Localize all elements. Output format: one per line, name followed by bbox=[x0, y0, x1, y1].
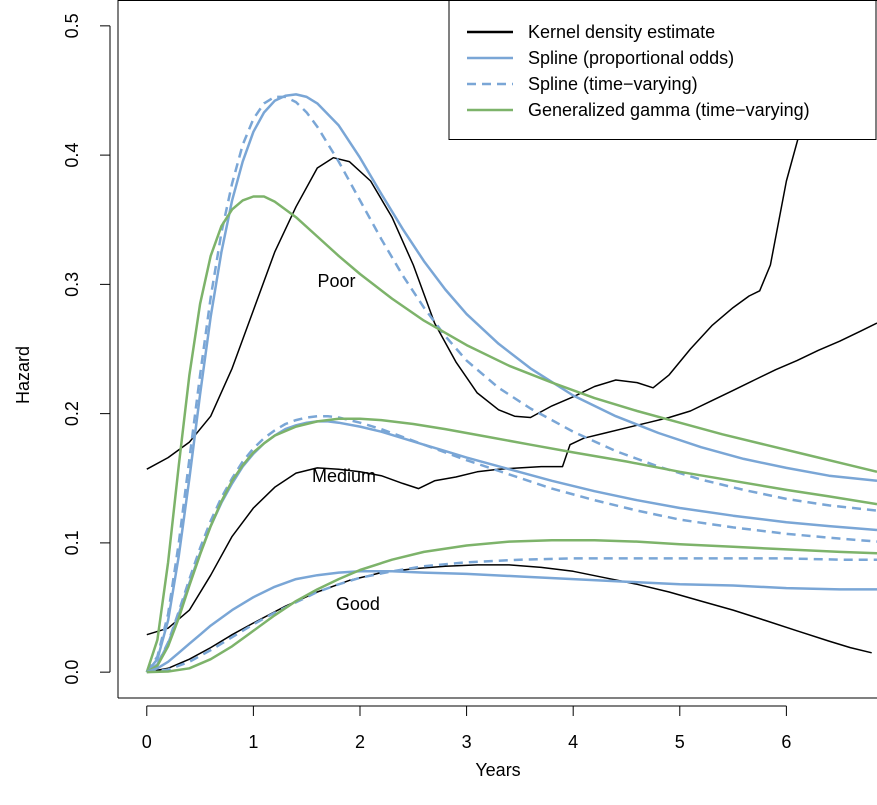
x-tick-label: 2 bbox=[355, 732, 365, 752]
legend-label: Spline (proportional odds) bbox=[528, 48, 734, 68]
y-tick-label: 0.4 bbox=[62, 143, 82, 168]
kernel-density-estimate-medium-line bbox=[146, 322, 877, 636]
x-tick-label: 4 bbox=[568, 732, 578, 752]
legend-label: Kernel density estimate bbox=[528, 22, 715, 42]
y-tick-label: 0.1 bbox=[62, 530, 82, 555]
y-tick-label: 0.3 bbox=[62, 272, 82, 297]
spline-time-varying-good-line bbox=[146, 557, 877, 674]
spline-proportional-odds-poor-line bbox=[145, 93, 877, 673]
y-axis-title: Hazard bbox=[13, 346, 33, 404]
x-tick-label: 6 bbox=[781, 732, 791, 752]
legend-label: Generalized gamma (time−varying) bbox=[528, 100, 810, 120]
series-layer bbox=[145, 0, 877, 674]
spline-time-varying-poor-line bbox=[145, 95, 877, 673]
spline-proportional-odds-medium-line bbox=[146, 420, 877, 674]
group-label-good: Good bbox=[336, 594, 380, 614]
group-label-layer: Poor Medium Good bbox=[312, 271, 380, 614]
generalized-gamma-time-varying-medium-line bbox=[146, 417, 877, 674]
x-tick-label: 0 bbox=[142, 732, 152, 752]
spline-proportional-odds-good-line bbox=[146, 570, 877, 674]
group-label-medium: Medium bbox=[312, 466, 376, 486]
generalized-gamma-time-varying-poor-line bbox=[145, 195, 877, 673]
legend-label: Spline (time−varying) bbox=[528, 74, 698, 94]
kernel-density-estimate-good-line bbox=[146, 564, 872, 673]
y-tick-label: 0.0 bbox=[62, 660, 82, 685]
x-tick-label: 3 bbox=[462, 732, 472, 752]
x-tick-label: 5 bbox=[675, 732, 685, 752]
legend-box bbox=[448, 0, 877, 140]
y-tick-label: 0.5 bbox=[62, 13, 82, 38]
y-tick-label: 0.2 bbox=[62, 401, 82, 426]
kernel-density-estimate-poor-line bbox=[146, 0, 852, 470]
x-axis-title: Years bbox=[475, 760, 520, 780]
legend: Kernel density estimate Spline (proportio… bbox=[448, 0, 877, 140]
spline-time-varying-medium-line bbox=[146, 414, 877, 674]
generalized-gamma-time-varying-good-line bbox=[146, 539, 877, 674]
group-label-poor: Poor bbox=[317, 271, 355, 291]
x-tick-label: 1 bbox=[248, 732, 258, 752]
